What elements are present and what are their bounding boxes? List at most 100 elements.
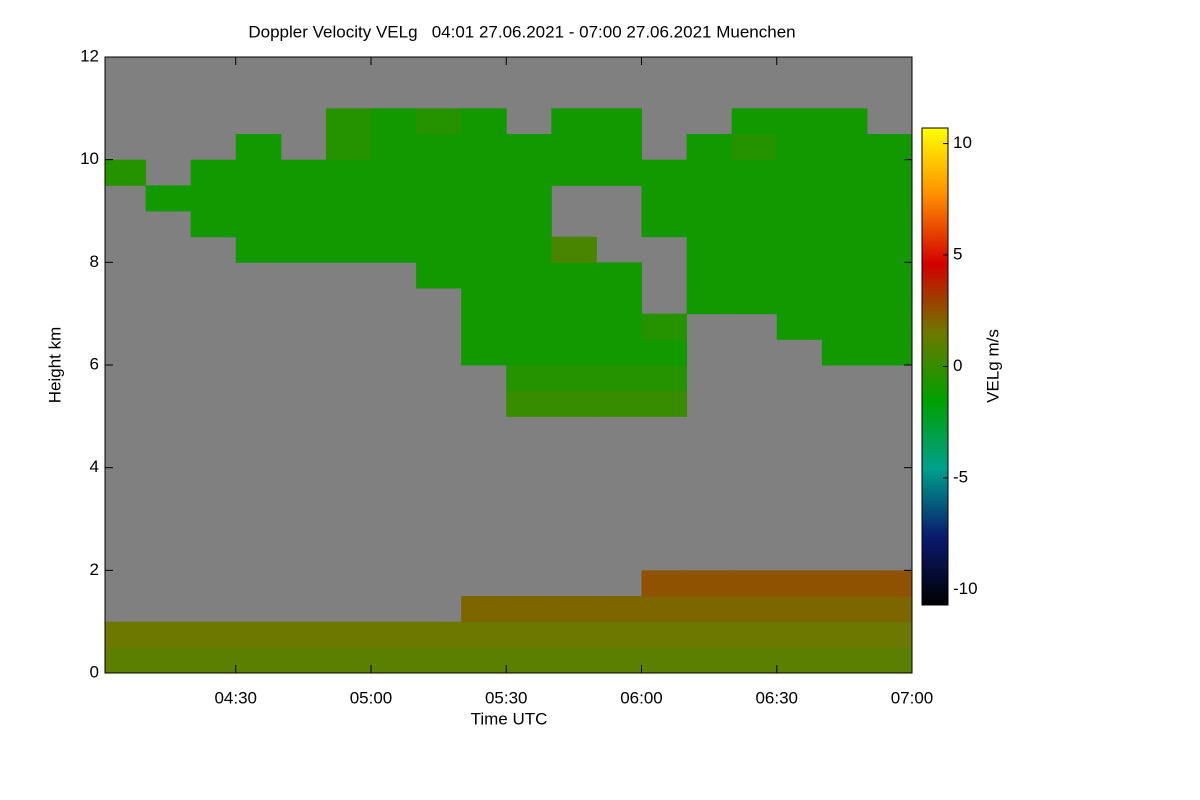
heatmap-cell — [686, 159, 733, 186]
heatmap-cell — [506, 313, 552, 340]
heatmap-cell — [866, 596, 913, 623]
heatmap-cell — [551, 621, 597, 648]
x-tick-label: 06:00 — [620, 688, 663, 707]
heatmap-cell — [551, 159, 597, 186]
heatmap-cell — [596, 108, 642, 135]
heatmap-cell — [821, 570, 868, 597]
heatmap-cell — [551, 262, 597, 289]
heatmap-cell — [866, 211, 913, 238]
heatmap-cell — [821, 647, 868, 674]
colorbar-tick-label: 5 — [953, 245, 962, 264]
heatmap-cell — [776, 647, 823, 674]
heatmap-cell — [145, 185, 192, 212]
heatmap-cell — [641, 596, 688, 623]
heatmap-cell — [506, 185, 552, 212]
heatmap-cell — [506, 390, 552, 417]
heatmap-cell — [731, 596, 778, 623]
heatmap-cell — [866, 288, 913, 315]
colorbar-label: VELg m/s — [983, 329, 1002, 403]
heatmap-cell — [506, 211, 552, 238]
heatmap-cell — [866, 570, 913, 597]
heatmap-cell — [551, 108, 597, 135]
heatmap-cell — [821, 313, 868, 340]
heatmap-cell — [731, 211, 778, 238]
heatmap-cell — [866, 236, 913, 263]
y-tick-label: 8 — [90, 252, 99, 271]
heatmap-cell — [190, 621, 237, 648]
heatmap-cell — [776, 185, 823, 212]
heatmap-cell — [686, 134, 733, 161]
x-tick-label: 06:30 — [755, 688, 798, 707]
heatmap-cell — [731, 236, 778, 263]
heatmap-cell — [370, 159, 417, 186]
heatmap-cell — [461, 134, 507, 161]
heatmap-cell — [416, 262, 462, 289]
heatmap-cell — [370, 621, 417, 648]
heatmap-cell — [235, 134, 282, 161]
heatmap-cell — [686, 596, 733, 623]
heatmap-cell — [821, 262, 868, 289]
heatmap-cell — [416, 185, 462, 212]
heatmap-cell — [641, 159, 688, 186]
heatmap-cell — [506, 621, 552, 648]
heatmap-cell — [506, 339, 552, 366]
heatmap-cell — [325, 647, 372, 674]
heatmap-cell — [461, 596, 507, 623]
heatmap-cell — [325, 236, 372, 263]
x-tick-label: 07:00 — [891, 688, 934, 707]
heatmap-cell — [821, 339, 868, 366]
heatmap-cell — [776, 596, 823, 623]
heatmap-cell — [551, 134, 597, 161]
heatmap-cell — [235, 236, 282, 263]
heatmap-cell — [686, 236, 733, 263]
heatmap-cell — [370, 647, 417, 674]
heatmap-cell — [596, 288, 642, 315]
heatmap-cell — [325, 185, 372, 212]
y-tick-label: 12 — [80, 46, 99, 65]
heatmap-cell — [461, 211, 507, 238]
heatmap-cell — [461, 288, 507, 315]
heatmap-cell — [641, 313, 688, 340]
heatmap-cell — [325, 211, 372, 238]
heatmap-cell — [686, 288, 733, 315]
heatmap-cell — [596, 621, 642, 648]
heatmap-cell — [731, 570, 778, 597]
y-tick-label: 2 — [90, 560, 99, 579]
heatmap-cell — [731, 621, 778, 648]
heatmap-cell — [776, 262, 823, 289]
heatmap-cell — [686, 262, 733, 289]
heatmap-cell — [821, 596, 868, 623]
heatmap-cell — [280, 211, 327, 238]
heatmap-cell — [416, 134, 462, 161]
heatmap-cell — [461, 236, 507, 263]
heatmap-cell — [416, 159, 462, 186]
heatmap-cell — [461, 108, 507, 135]
heatmap-cell — [461, 159, 507, 186]
heatmap-cell — [596, 647, 642, 674]
heatmap-cell — [506, 134, 552, 161]
heatmap-cell — [506, 647, 552, 674]
heatmap-cell — [596, 390, 642, 417]
x-tick-label: 05:30 — [485, 688, 528, 707]
heatmap-cell — [370, 185, 417, 212]
heatmap-cell — [596, 339, 642, 366]
heatmap-cell — [551, 365, 597, 392]
heatmap-cell — [596, 159, 642, 186]
heatmap-cell — [596, 134, 642, 161]
y-axis-label: Height km — [45, 327, 64, 404]
colorbar-tick-label: 0 — [953, 356, 962, 375]
heatmap-cell — [731, 108, 778, 135]
heatmap-cell — [686, 211, 733, 238]
heatmap-cell — [145, 647, 192, 674]
heatmap-cell — [551, 236, 597, 263]
heatmap-cell — [866, 159, 913, 186]
heatmap-cell — [551, 339, 597, 366]
heatmap-cell — [641, 390, 688, 417]
heatmap-cell — [641, 211, 688, 238]
heatmap-cell — [641, 647, 688, 674]
heatmap-cell — [641, 365, 688, 392]
heatmap-cell — [776, 236, 823, 263]
heatmap-cell — [731, 288, 778, 315]
heatmap-cell — [821, 236, 868, 263]
